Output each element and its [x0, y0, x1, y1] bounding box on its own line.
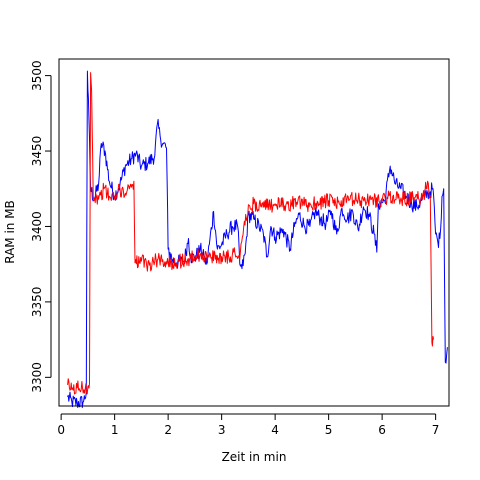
y-tick-label: 3450 — [30, 136, 44, 167]
plot-frame — [58, 58, 450, 407]
y-tick-label: 3350 — [30, 287, 44, 318]
x-tick-label: 4 — [271, 423, 279, 437]
y-tick-label: 3500 — [30, 60, 44, 91]
x-tick-label: 5 — [325, 423, 333, 437]
y-tick-label: 3300 — [30, 362, 44, 393]
x-axis: 0 1 2 3 4 5 6 7 — [57, 413, 440, 437]
x-tick-label: 0 — [57, 423, 65, 437]
x-tick-label: 1 — [111, 423, 119, 437]
x-tick-label: 3 — [218, 423, 226, 437]
x-tick-label: 7 — [432, 423, 440, 437]
x-axis-label: Zeit in min — [222, 450, 287, 464]
x-tick-label: 6 — [378, 423, 386, 437]
y-axis: 3300 3350 3400 3450 3500 — [30, 60, 52, 393]
series-layer — [67, 70, 448, 409]
x-tick-label: 2 — [164, 423, 172, 437]
series-line-2 — [67, 72, 434, 395]
y-tick-label: 3400 — [30, 211, 44, 242]
y-axis-label: RAM in MB — [3, 200, 17, 264]
series-line-1 — [67, 70, 448, 409]
